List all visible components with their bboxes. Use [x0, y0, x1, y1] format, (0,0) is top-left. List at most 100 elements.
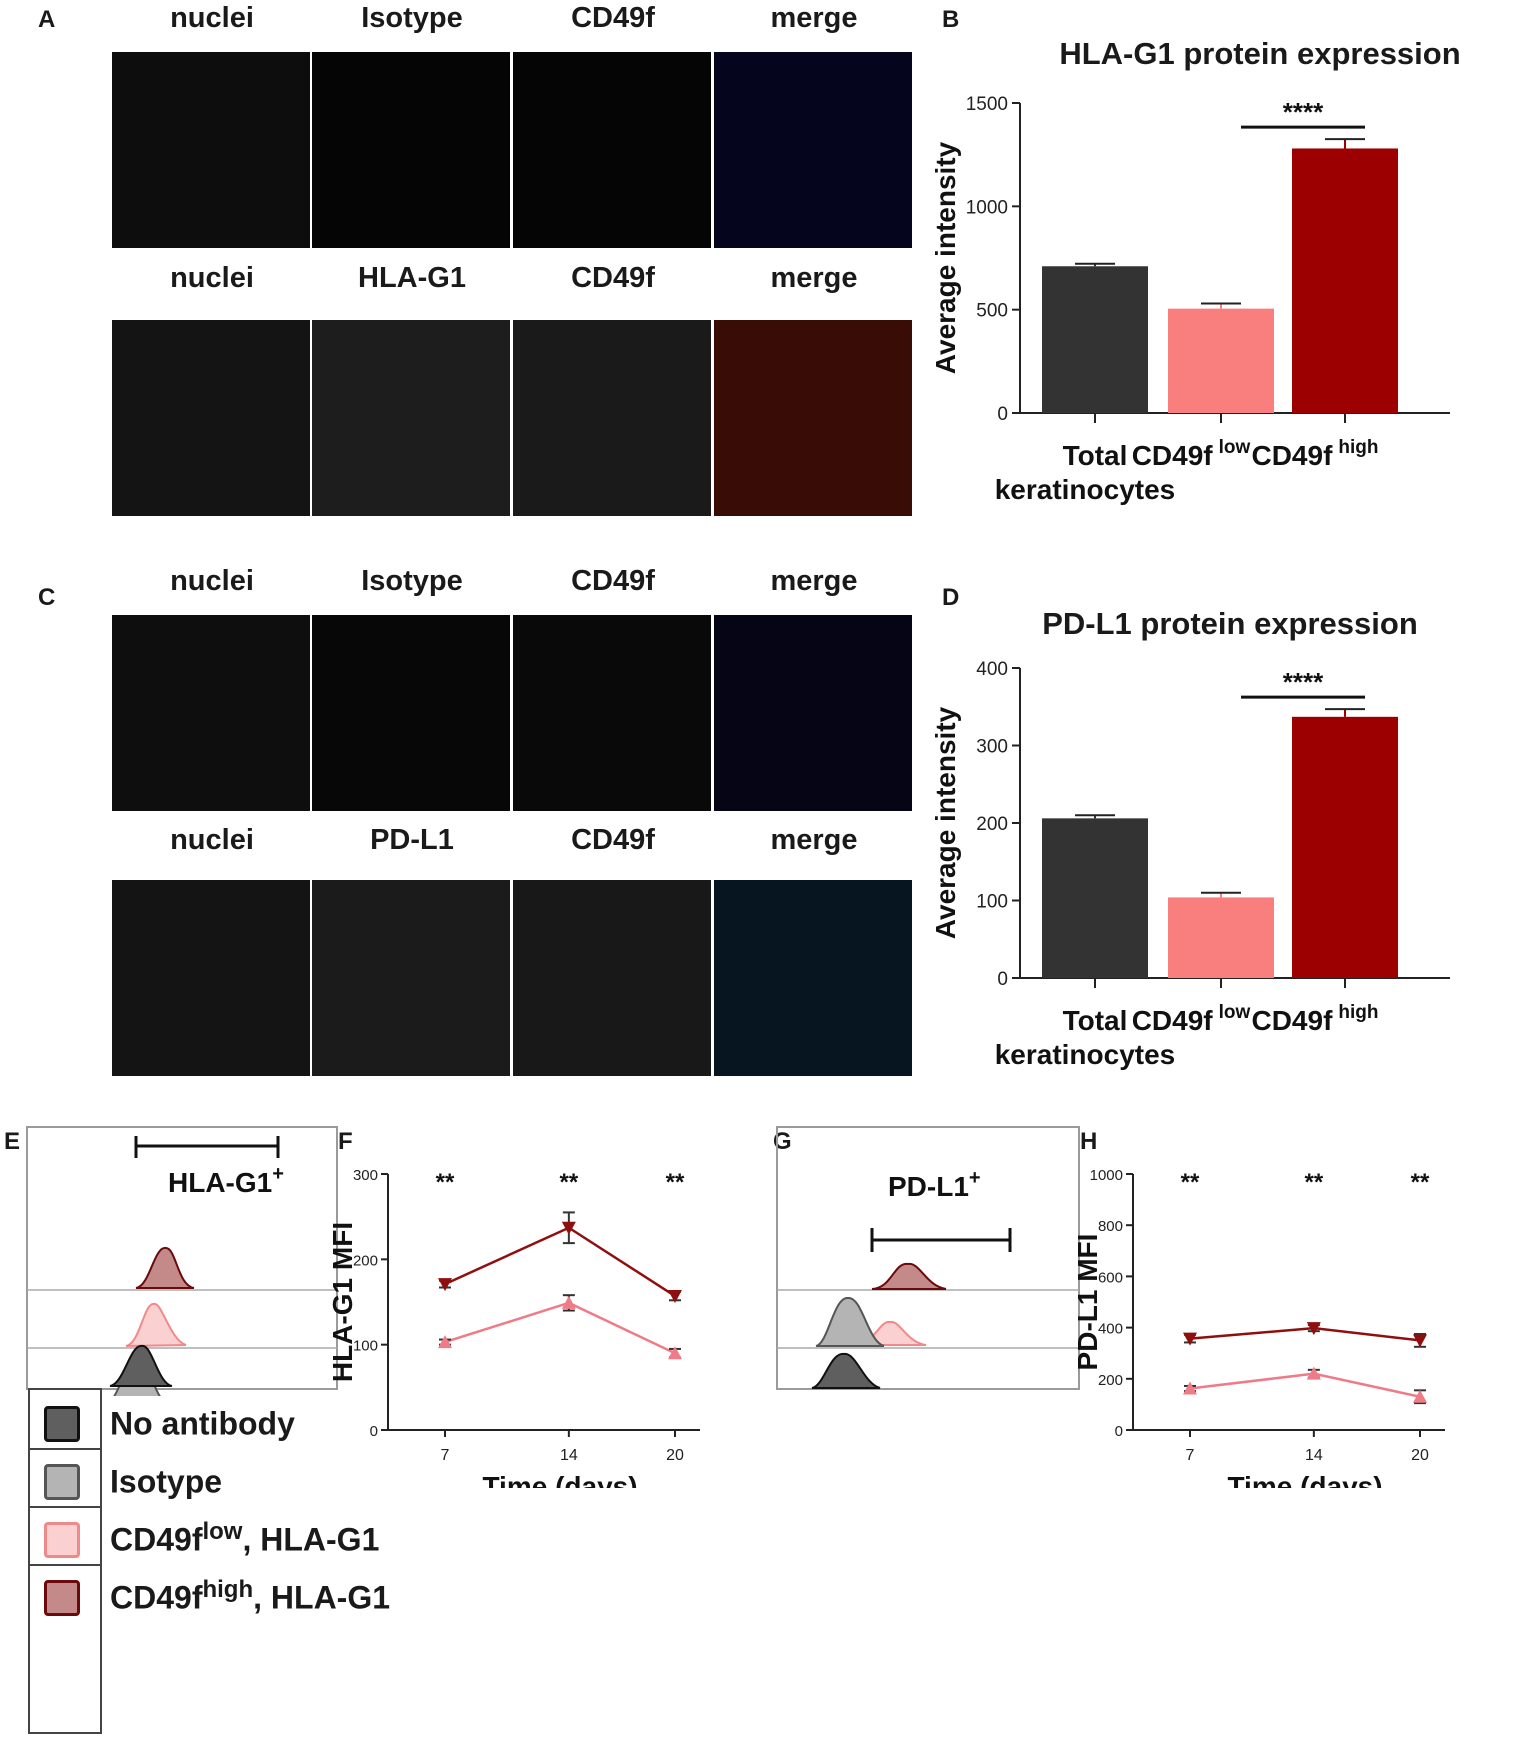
- series-line: [1189, 1326, 1421, 1342]
- x-tick-label: CD49f high: [1251, 1002, 1378, 1036]
- series-line: [444, 1301, 676, 1355]
- data-point: [1306, 1322, 1321, 1336]
- image-column-label: nuclei: [170, 565, 254, 597]
- image-column-label: Isotype: [361, 2, 463, 34]
- x-tick-label: CD49f low: [1132, 1002, 1251, 1036]
- microscopy-image: [513, 52, 711, 248]
- legend-label: No antibody: [110, 1405, 295, 1442]
- legend-row-isotype: [30, 1448, 100, 1508]
- x-tick-label: Total: [1063, 1005, 1128, 1036]
- y-tick-label: 200: [1098, 1372, 1123, 1389]
- y-tick-label: 0: [997, 404, 1008, 425]
- panel-label-a: A: [38, 6, 56, 33]
- microscopy-image: [714, 52, 912, 248]
- panel-label-b: B: [942, 6, 960, 33]
- y-tick-label: 100: [353, 1338, 378, 1355]
- bar-chart-pd-l1: 0 100 200 300 400 Average intensity Totalkerat…: [930, 659, 1450, 1070]
- image-column-label: nuclei: [170, 824, 254, 856]
- x-tick-label: 14: [560, 1447, 578, 1464]
- image-column-label: nuclei: [170, 262, 254, 294]
- data-point: [1183, 1332, 1197, 1346]
- x-tick-label: 20: [666, 1447, 684, 1464]
- image-column-label: CD49f: [571, 262, 655, 294]
- microscopy-image: [112, 52, 310, 248]
- bar: [1292, 148, 1398, 413]
- legend-label: Isotype: [110, 1463, 223, 1500]
- microscopy-image: [112, 615, 310, 811]
- panel-label-h: H: [1080, 1128, 1098, 1155]
- y-tick-label: 0: [997, 969, 1008, 990]
- y-tick-label: 1500: [966, 94, 1008, 115]
- series-line: [444, 1226, 676, 1298]
- bar: [1042, 818, 1148, 978]
- microscopy-image: [513, 320, 711, 516]
- microscopy-image: [312, 615, 510, 811]
- histogram-peak-isotype: [815, 1297, 885, 1347]
- microscopy-image: [112, 880, 310, 1076]
- microscopy-image: [312, 320, 510, 516]
- panel-label-e: E: [4, 1128, 21, 1155]
- significance-label: ****: [1283, 97, 1324, 127]
- microscopy-image: [513, 615, 711, 811]
- bar: [1292, 716, 1398, 978]
- significance-label: **: [560, 1169, 579, 1196]
- y-tick-label: 1000: [966, 197, 1008, 218]
- panel-label-f: F: [338, 1128, 353, 1155]
- y-tick-label: 200: [976, 814, 1008, 835]
- chart-title-hla-g1: HLA-G1 protein expression: [1059, 36, 1461, 71]
- image-column-label: merge: [770, 262, 858, 294]
- image-column-label: PD-L1: [370, 824, 454, 856]
- significance-label: **: [1181, 1169, 1200, 1196]
- histogram-frame: [26, 1126, 338, 1390]
- histogram-peak-no-antibody: [811, 1353, 881, 1389]
- microscopy-image: [312, 880, 510, 1076]
- data-point: [561, 1221, 576, 1235]
- bar: [1168, 308, 1274, 413]
- x-tick-label: 7: [441, 1447, 450, 1464]
- x-tick-label: keratinocytes: [995, 1039, 1176, 1070]
- image-column-label: CD49f: [571, 824, 655, 856]
- microscopy-image: [714, 880, 912, 1076]
- y-tick-label: 400: [976, 659, 1008, 680]
- microscopy-image: [312, 52, 510, 248]
- histogram-peak-cd49f-high: [135, 1247, 195, 1289]
- histogram-peak-no-antibody: [109, 1345, 173, 1387]
- significance-label: **: [666, 1169, 685, 1196]
- x-tick-label: 7: [1186, 1447, 1195, 1464]
- legend-swatch: [44, 1464, 80, 1500]
- data-point: [1413, 1389, 1427, 1403]
- y-tick-label: 300: [976, 737, 1008, 758]
- y-axis-title: HLA-G1 MFI: [330, 1222, 358, 1382]
- series-line: [1189, 1372, 1421, 1398]
- significance-label: **: [436, 1169, 455, 1196]
- legend-row-cd49f-low: [30, 1506, 100, 1566]
- image-column-label: CD49f: [571, 2, 655, 34]
- y-axis-title: Average intensity: [930, 141, 961, 374]
- microscopy-image: [112, 320, 310, 516]
- y-tick-label: 500: [976, 301, 1008, 322]
- x-tick-label: keratinocytes: [995, 474, 1176, 505]
- histogram-frame: [776, 1126, 1080, 1390]
- significance-label: ****: [1283, 667, 1324, 697]
- y-tick-label: 800: [1098, 1218, 1123, 1235]
- x-tick-label: 20: [1411, 1447, 1429, 1464]
- bar-chart-hla-g1: 0 500 1000 1500 Average intensity Totalkerati…: [930, 94, 1450, 505]
- significance-label: **: [1411, 1169, 1430, 1196]
- y-axis-title: PD-L1 MFI: [1075, 1234, 1103, 1371]
- y-tick-label: 400: [1098, 1321, 1123, 1338]
- y-tick-label: 600: [1098, 1269, 1123, 1286]
- y-tick-label: 300: [353, 1167, 378, 1184]
- microscopy-image: [714, 320, 912, 516]
- data-point: [1183, 1381, 1197, 1395]
- legend-label: CD49flow, HLA-G1: [110, 1518, 380, 1558]
- line-chart-hla-g1-mfi: 0 100 200 300 7 ** 14 ** 20 ** Time (days) HLA-G1 M…: [330, 1167, 700, 1488]
- image-column-label: merge: [770, 824, 858, 856]
- image-column-label: nuclei: [170, 2, 254, 34]
- line-chart-pd-l1-mfi: 0 200 400 600 800 1000 7 ** 14 ** 20 ** Time (days) P…: [1075, 1167, 1445, 1488]
- histogram-peak-cd49f-high: [871, 1262, 947, 1290]
- data-point: [668, 1346, 682, 1360]
- gate-label-hla-g1: HLA-G1+: [168, 1163, 284, 1198]
- panel-label-c: C: [38, 584, 56, 611]
- significance-label: **: [1305, 1169, 1324, 1196]
- image-column-label: merge: [770, 2, 858, 34]
